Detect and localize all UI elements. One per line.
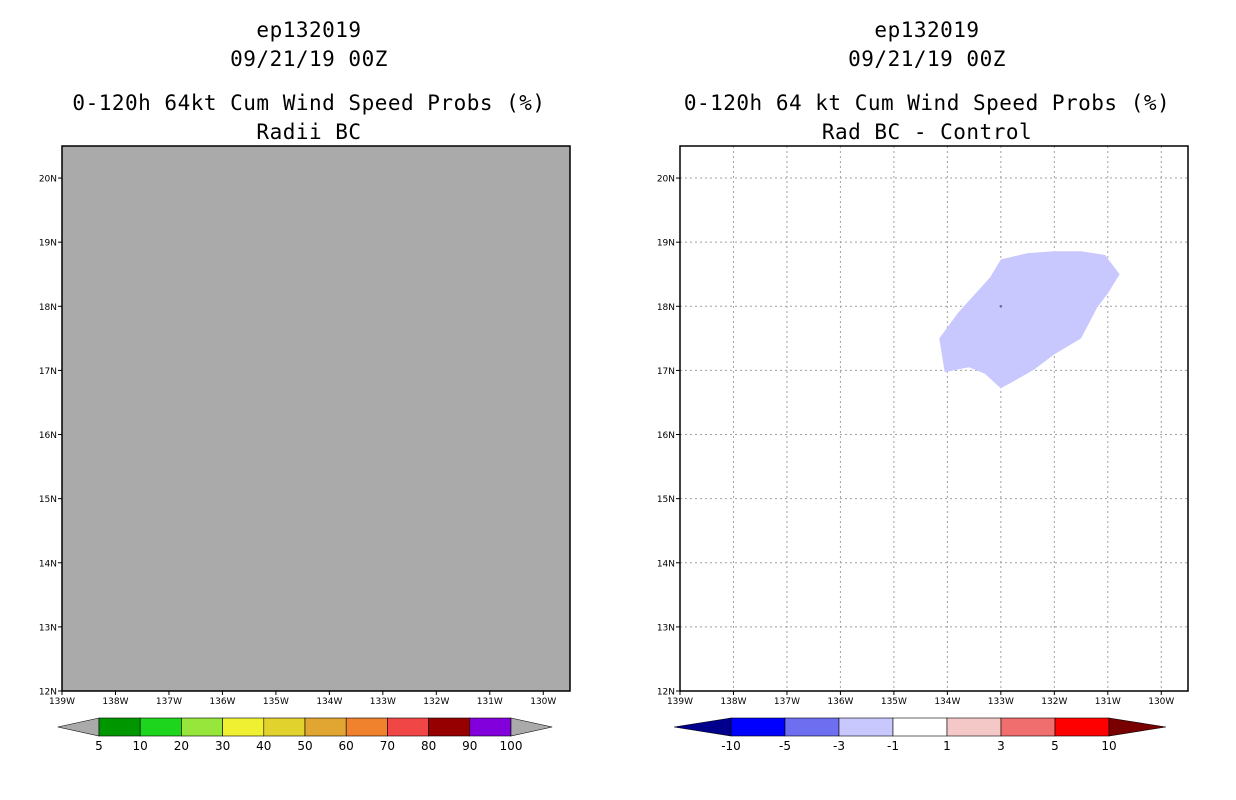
- colorbar-swatch: [1054, 717, 1110, 737]
- x-tick-label: 132W: [423, 697, 449, 707]
- x-tick-label: 138W: [102, 697, 128, 707]
- x-tick-label: 130W: [530, 697, 556, 707]
- colorbar-label: 30: [215, 739, 230, 753]
- colorbar-label: 5: [95, 739, 103, 753]
- colorbar-label: 90: [462, 739, 477, 753]
- colorbar-swatch: [946, 717, 1002, 737]
- colorbar-swatch: [98, 717, 141, 737]
- x-tick-label: 130W: [1148, 697, 1174, 707]
- colorbar-swatch: [892, 717, 948, 737]
- left-panel: ep132019 09/21/19 00Z 0-120h 64kt Cum Wi…: [39, 18, 571, 753]
- probability-difference-region: [939, 251, 1120, 389]
- y-tick-label: 20N: [39, 175, 57, 185]
- storm-id-title: ep132019: [874, 18, 980, 42]
- colorbar-label: 80: [421, 739, 436, 753]
- x-tick-label: 138W: [720, 697, 746, 707]
- colorbar-label: 1: [943, 739, 951, 753]
- x-tick-label: 132W: [1041, 697, 1067, 707]
- colorbar-label: 10: [133, 739, 148, 753]
- colorbar-label: 5: [1051, 739, 1059, 753]
- y-tick-label: 19N: [657, 239, 675, 249]
- colorbar-swatch: [1000, 717, 1056, 737]
- x-tick-label: 131W: [1095, 697, 1121, 707]
- colorbar-swatch: [139, 717, 182, 737]
- y-tick-label: 18N: [39, 303, 57, 313]
- x-tick-label: 137W: [156, 697, 182, 707]
- x-tick-label: 136W: [827, 697, 853, 707]
- probability-map-chart: 139W 138W 137W 136W 135W 134W 133W 132W 131W 130W…: [39, 145, 571, 753]
- y-tick-label: 13N: [39, 623, 57, 633]
- storm-id-title: ep132019: [256, 18, 362, 42]
- x-tick-label: 131W: [477, 697, 503, 707]
- colorbar-left-arrow: [673, 717, 732, 737]
- x-tick-label: 133W: [988, 697, 1014, 707]
- x-tick-label: 135W: [263, 697, 289, 707]
- colorbar-swatch: [387, 717, 429, 737]
- colorbar-left-arrow: [57, 717, 100, 737]
- x-tick-label: 136W: [209, 697, 235, 707]
- colorbar-swatch: [784, 717, 840, 737]
- plot-area: [62, 146, 570, 691]
- colorbar-swatch: [222, 717, 265, 737]
- datetime-title: 09/21/19 00Z: [230, 47, 388, 71]
- colorbar-swatch: [304, 717, 347, 737]
- x-tick-label: 134W: [934, 697, 960, 707]
- colorbar-swatch: [730, 717, 786, 737]
- x-tick-label: 134W: [316, 697, 342, 707]
- plot-frame: [679, 145, 1189, 692]
- y-tick-label: 16N: [657, 431, 675, 441]
- colorbar-label: 20: [174, 739, 189, 753]
- colorbar-swatch: [181, 717, 223, 737]
- y-tick-label: 18N: [657, 303, 675, 313]
- colorbar-swatch: [263, 717, 306, 737]
- y-tick-label: 14N: [39, 559, 57, 569]
- chart-title: 0-120h 64 kt Cum Wind Speed Probs (%): [683, 91, 1171, 115]
- y-tick-label: 13N: [657, 623, 675, 633]
- x-tick-label: 139W: [667, 697, 693, 707]
- x-tick-label: 135W: [881, 697, 907, 707]
- y-tick-label: 14N: [657, 559, 675, 569]
- colorbar-label: -3: [833, 739, 845, 753]
- storm-center-marker: [999, 304, 1003, 308]
- y-tick-label: 15N: [39, 495, 57, 505]
- right-panel: ep132019 09/21/19 00Z 0-120h 64 kt Cum W…: [618, 0, 1236, 800]
- colorbar-right-arrow: [510, 717, 553, 737]
- colorbar-label: 70: [380, 739, 395, 753]
- colorbar-swatch: [469, 717, 512, 737]
- colorbar-right-arrow: [1108, 717, 1167, 737]
- colorbar-label: 50: [297, 739, 312, 753]
- difference-map-chart: 139W 138W 137W 136W 135W 134W 133W 132W 131W 130W…: [657, 145, 1189, 753]
- colorbar-label: 60: [339, 739, 354, 753]
- y-tick-label: 19N: [39, 239, 57, 249]
- y-tick-label: 17N: [657, 367, 675, 377]
- colorbar-swatch: [345, 717, 388, 737]
- colorbar-label: 100: [500, 739, 523, 753]
- y-tick-label: 17N: [39, 367, 57, 377]
- y-tick-label: 16N: [39, 431, 57, 441]
- colorbar-label: -1: [887, 739, 899, 753]
- colorbar-label: -5: [779, 739, 791, 753]
- x-tick-label: 139W: [49, 697, 75, 707]
- x-tick-label: 133W: [370, 697, 396, 707]
- colorbar-label: 10: [1101, 739, 1116, 753]
- chart-subtitle: Radii BC: [256, 120, 362, 144]
- colorbar-label: 3: [997, 739, 1005, 753]
- colorbar-label: -10: [721, 739, 741, 753]
- plot-frame: [61, 145, 571, 692]
- x-tick-label: 137W: [774, 697, 800, 707]
- colorbar-swatch: [428, 717, 471, 737]
- y-tick-label: 12N: [39, 688, 57, 698]
- y-tick-label: 12N: [657, 688, 675, 698]
- y-tick-label: 15N: [657, 495, 675, 505]
- chart-subtitle: Rad BC - Control: [821, 120, 1033, 144]
- colorbar-swatch: [838, 717, 894, 737]
- y-tick-label: 20N: [657, 175, 675, 185]
- datetime-title: 09/21/19 00Z: [848, 47, 1006, 71]
- colorbar-label: 40: [256, 739, 271, 753]
- plot-area: [680, 146, 1188, 691]
- chart-title: 0-120h 64kt Cum Wind Speed Probs (%): [72, 91, 546, 115]
